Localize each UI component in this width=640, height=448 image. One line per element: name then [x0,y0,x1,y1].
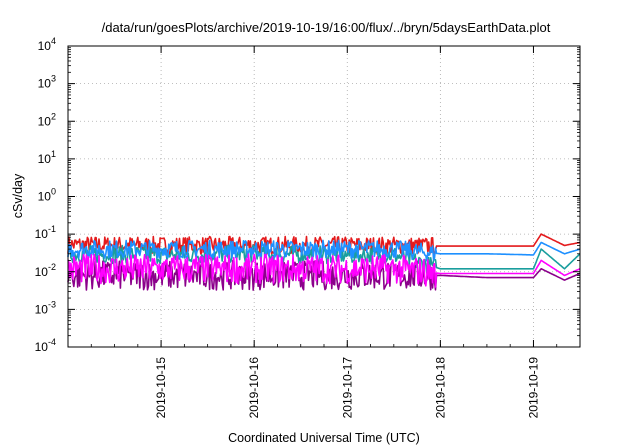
grid [68,46,580,347]
x-tick-label: 2019-10-17 [340,357,354,419]
y-tick-label: 10-4 [35,337,56,354]
series-layer [67,233,581,291]
y-tick-label: 103 [38,74,56,91]
x-tick-label: 2019-10-19 [526,357,540,419]
series-line [67,259,581,291]
y-tick-label: 10-3 [35,299,56,316]
chart-title: /data/run/goesPlots/archive/2019-10-19/1… [102,20,551,35]
y-tick-label: 10-1 [35,224,56,241]
y-tick-label: 102 [38,111,56,128]
series-line [67,239,581,262]
y-tick-label: 101 [38,149,56,166]
y-tick-label: 10-2 [35,262,56,279]
ticks: 104 103 102 101 100 10-1 10-2 10-3 10-4 2019-10-1… [35,36,581,419]
x-tick-label: 2019-10-16 [247,357,261,419]
y-axis-label: cSv/day [11,173,25,218]
y-tick-label: 100 [38,187,56,204]
series-line [67,253,581,288]
x-tick-label: 2019-10-15 [154,357,168,419]
y-tick-label: 104 [38,36,56,53]
x-tick-label: 2019-10-18 [433,357,447,419]
x-axis-label: Coordinated Universal Time (UTC) [228,431,420,445]
